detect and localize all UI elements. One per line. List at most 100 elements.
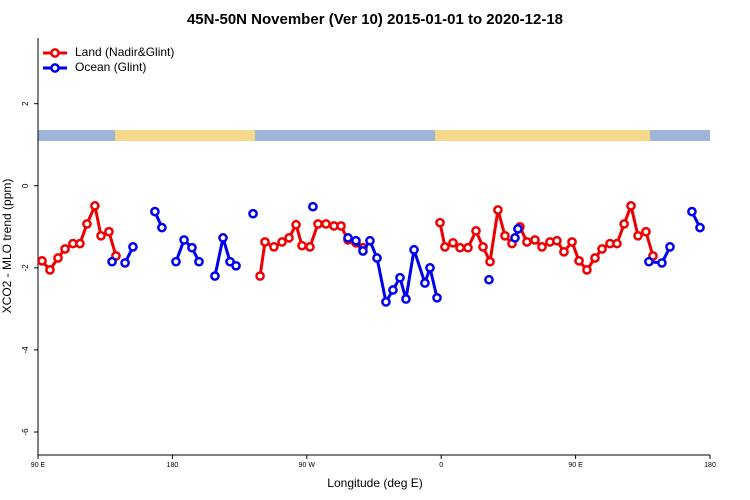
data-point (210, 271, 220, 281)
data-point (218, 233, 228, 243)
data-point (297, 240, 307, 251)
data-point (381, 297, 391, 307)
data-point (187, 242, 197, 253)
data-point (644, 256, 654, 267)
y-axis-label: XCO2 - MLO trend (ppm) (0, 179, 14, 314)
y-tick-label: 2 (21, 101, 30, 106)
data-point (260, 237, 270, 247)
data-point (37, 256, 47, 266)
data-line (174, 237, 201, 263)
data-point (478, 242, 488, 252)
legend-label: Land (Nadir&Glint) (75, 45, 174, 59)
data-point (552, 235, 562, 246)
x-tick-label: 90 E (568, 462, 583, 469)
data-point (179, 235, 189, 245)
y-tick-label: -2 (21, 264, 30, 272)
data-point (277, 237, 287, 247)
data-point (128, 242, 138, 252)
data-point (612, 238, 622, 249)
data-point (351, 235, 361, 246)
y-tick-label: -4 (21, 346, 30, 354)
land-ocean-strip (38, 130, 710, 141)
chart-title: 45N-50N November (Ver 10) 2015-01-01 to … (187, 11, 563, 28)
data-point (321, 219, 331, 229)
data-point (537, 242, 547, 252)
data-point (82, 219, 92, 229)
data-point (641, 226, 651, 237)
legend-marker (50, 48, 60, 58)
data-point (60, 244, 70, 254)
data-point (687, 206, 697, 217)
data-point (248, 208, 258, 219)
data-point (633, 230, 643, 241)
data-point (308, 201, 318, 212)
y-tick-label: 0 (21, 183, 30, 188)
data-point (75, 238, 85, 249)
data-point (590, 253, 600, 263)
data-point (530, 235, 540, 245)
data-point (255, 271, 265, 281)
data-point (336, 221, 346, 231)
data-point (96, 230, 106, 241)
legend: Land (Nadir&Glint)Ocean (Glint) (43, 45, 174, 74)
data-point (695, 222, 705, 233)
data-point (582, 265, 592, 275)
legend-label: Ocean (Glint) (75, 60, 146, 74)
data-point (420, 278, 430, 288)
data-point (104, 226, 114, 237)
data-point (493, 205, 503, 215)
data-point (484, 274, 494, 285)
data-point (513, 224, 523, 234)
data-point (395, 272, 405, 283)
data-point (435, 217, 445, 228)
data-point (388, 285, 398, 295)
data-point (157, 222, 167, 233)
x-tick-label: 90 E (31, 462, 46, 469)
data-point (53, 253, 63, 263)
data-point (463, 242, 473, 253)
data-point (231, 260, 241, 271)
data-point (45, 265, 55, 275)
data-point (171, 256, 181, 267)
data-point (90, 201, 100, 211)
data-point (574, 256, 584, 266)
data-point (401, 294, 411, 304)
data-point (284, 233, 294, 243)
data-point (372, 253, 382, 263)
legend-marker (50, 63, 60, 73)
data-point (440, 242, 450, 252)
data-point (455, 242, 465, 253)
x-axis-label: Longitude (deg E) (327, 476, 422, 490)
data-point (305, 242, 315, 252)
data-point (432, 292, 442, 303)
data-point (500, 230, 510, 241)
data-point (120, 258, 130, 268)
data-point (657, 258, 667, 268)
data-point (291, 219, 301, 230)
data-point (194, 256, 204, 267)
x-tick-label: 180 (704, 462, 716, 469)
data-point (597, 244, 607, 254)
data-point (107, 256, 117, 267)
data-point (425, 262, 435, 273)
data-point (626, 201, 636, 211)
data-point (665, 242, 675, 252)
land-band (115, 130, 255, 141)
data-point (485, 256, 495, 267)
y-tick-label: -6 (21, 428, 30, 436)
ocean-band (38, 130, 710, 141)
data-point (409, 244, 419, 255)
data-point (358, 246, 368, 256)
data-point (522, 237, 532, 247)
data-point (269, 242, 279, 252)
data-point (313, 219, 323, 229)
data-point (559, 246, 569, 257)
land-band (435, 130, 650, 141)
data-point (343, 233, 353, 243)
data-point (448, 237, 458, 248)
x-tick-label: 180 (167, 462, 179, 469)
data-point (619, 219, 629, 229)
data-point (150, 206, 160, 217)
data-point (365, 235, 375, 246)
